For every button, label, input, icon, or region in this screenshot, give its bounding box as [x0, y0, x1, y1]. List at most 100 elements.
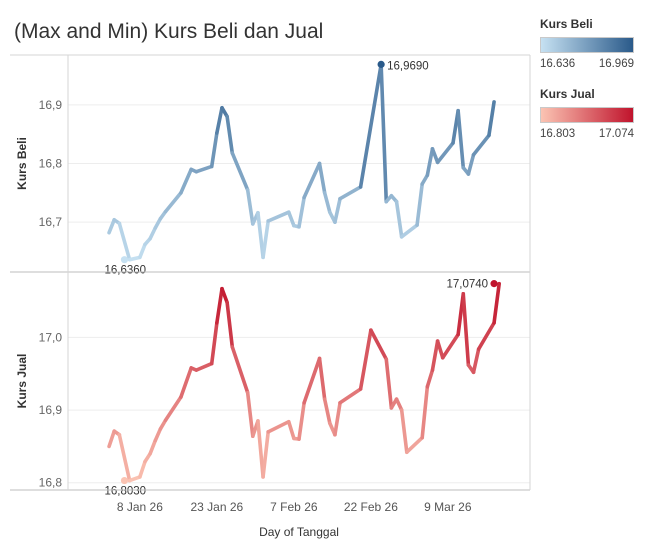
jual-line-segment	[148, 438, 158, 456]
beli-line-segment	[215, 105, 224, 135]
kurs-jual-legend-min: 16.803	[540, 128, 576, 140]
jual-line-segment	[179, 366, 193, 399]
jual-y-tick-label: 17,0	[39, 330, 63, 344]
x-tick-label: 7 Feb 26	[270, 500, 318, 514]
kurs-jual-legend-title: Kurs Jual	[540, 87, 595, 101]
jual-line-segment	[435, 339, 445, 360]
jual-line-segment	[107, 429, 116, 449]
jual-line-segment	[420, 385, 430, 440]
jual-line-segment	[461, 291, 471, 367]
beli-y-tick-label: 16,8	[39, 157, 63, 171]
beli-line-segment	[415, 182, 425, 227]
beli-line-segment	[333, 196, 342, 224]
jual-line-segment	[492, 281, 502, 325]
jual-line-segment	[358, 328, 373, 391]
kurs-beli-panel: 16,7 16,8 16,9 Kurs Beli 16,6360 16,9690	[15, 60, 530, 277]
jual-line-segment	[425, 368, 435, 389]
jual-line-segment	[266, 419, 291, 434]
beli-line-segment	[430, 147, 440, 165]
jual-line-segment	[369, 328, 389, 362]
beli-line-segment	[245, 188, 255, 226]
chart-title: (Max and Min) Kurs Beli dan Jual	[14, 20, 324, 43]
jual-line-segment	[245, 390, 255, 439]
jual-line-segment	[220, 286, 229, 305]
beli-line-segment	[471, 133, 491, 157]
jual-line-segment	[117, 432, 132, 483]
jual-line-segment	[333, 400, 342, 437]
beli-line-segment	[138, 242, 147, 260]
beli-line-segment	[317, 161, 327, 195]
jual-y-axis-label: Kurs Jual	[15, 354, 29, 409]
beli-line-segment	[225, 114, 235, 155]
kurs-beli-legend-max: 16.969	[598, 58, 634, 70]
beli-line-segment	[261, 219, 271, 260]
x-tick-label: 9 Mar 26	[424, 500, 472, 514]
beli-line-segment	[107, 218, 116, 235]
beli-line-segment	[358, 62, 383, 189]
beli-y-tick-label: 16,9	[39, 98, 63, 112]
jual-max-point	[490, 280, 498, 288]
jual-line-segment	[297, 400, 306, 441]
jual-line-segment	[384, 357, 394, 410]
beli-line-segment	[302, 161, 322, 200]
beli-line-segment	[456, 108, 466, 170]
beli-line-segment	[425, 147, 435, 178]
jual-line-segment	[209, 321, 219, 366]
jual-line-segment	[225, 300, 235, 349]
beli-line-segment	[230, 151, 250, 192]
jual-line-segment	[286, 419, 296, 441]
beli-y-tick-label: 16,7	[39, 215, 63, 229]
beli-line-segment	[487, 100, 496, 138]
jual-line-segment	[163, 395, 183, 423]
jual-line-segment	[404, 435, 425, 455]
beli-line-segment	[399, 223, 419, 239]
beli-line-segment	[435, 141, 455, 165]
beli-line-segment	[148, 226, 158, 241]
jual-line-segment	[230, 345, 250, 395]
beli-line-segment	[466, 152, 476, 176]
kurs-jual-panel: 16,8 16,9 17,0 Kurs Jual 16,8030 17,0740	[15, 279, 530, 498]
beli-line-segment	[338, 185, 363, 201]
jual-line-segment	[399, 408, 409, 455]
jual-line-segment	[256, 419, 265, 479]
beli-line-segment	[322, 191, 332, 214]
beli-line-segment	[266, 210, 291, 223]
beli-line-segment	[209, 131, 219, 169]
kurs-jual-legend-max: 17.074	[598, 128, 634, 140]
jual-line-segment	[302, 356, 322, 405]
jual-line-segment	[317, 356, 327, 401]
beli-line-segment	[179, 167, 193, 195]
kurs-jual-color-ramp	[540, 107, 634, 123]
x-tick-label: 23 Jan 26	[191, 500, 244, 514]
beli-line-segment	[256, 210, 265, 260]
jual-y-tick-label: 16,8	[39, 476, 63, 490]
jual-line-segment	[394, 397, 404, 412]
x-axis: 8 Jan 26 23 Jan 26 7 Feb 26 22 Feb 26 9 Mar …	[117, 500, 472, 539]
jual-line-segment	[471, 347, 481, 375]
beli-line-segment	[286, 210, 296, 228]
kurs-beli-legend: Kurs Beli 16.636 16.969	[540, 17, 634, 70]
beli-max-label: 16,9690	[387, 60, 429, 72]
jual-line-segment	[127, 475, 142, 483]
kurs-jual-legend: Kurs Jual 16.803 17.074	[540, 87, 634, 140]
jual-min-point	[120, 476, 129, 485]
jual-min-label: 16,8030	[104, 486, 146, 498]
jual-max-label: 17,0740	[446, 279, 488, 291]
beli-max-point	[377, 60, 385, 68]
jual-line-segment	[322, 397, 332, 425]
jual-line-segment	[440, 332, 460, 360]
beli-line-segment	[379, 62, 389, 204]
beli-min-label: 16,6360	[104, 265, 146, 277]
jual-line-segment	[261, 430, 271, 479]
x-tick-label: 8 Jan 26	[117, 500, 163, 514]
beli-line-segment	[394, 199, 404, 239]
jual-line-segment	[430, 339, 440, 372]
jual-line-segment	[338, 387, 363, 405]
jual-line-segment	[138, 459, 147, 479]
kurs-beli-legend-title: Kurs Beli	[540, 17, 593, 31]
jual-line-segment	[153, 427, 163, 443]
kurs-beli-color-ramp	[540, 37, 634, 53]
jual-y-tick-label: 16,9	[39, 403, 63, 417]
jual-line-segment	[215, 286, 224, 325]
